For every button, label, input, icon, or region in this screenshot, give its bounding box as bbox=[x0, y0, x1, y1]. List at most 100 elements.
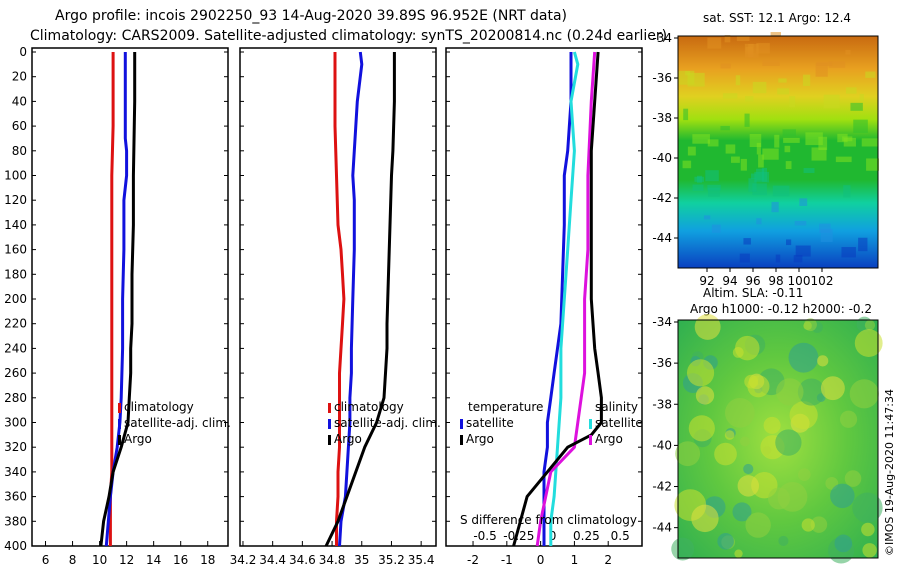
sla-texture-blob bbox=[732, 347, 744, 358]
sla-texture-blob bbox=[725, 397, 755, 428]
temperature-panel-frame bbox=[31, 47, 229, 547]
sst-texture-patch bbox=[707, 184, 721, 191]
series-line-sal-satellite bbox=[549, 51, 580, 546]
sst-texture-patch bbox=[835, 156, 852, 163]
sst-texture-patch bbox=[703, 215, 711, 220]
sst-texture-patch bbox=[795, 245, 811, 257]
sst-map-frame bbox=[677, 35, 879, 269]
sst-texture-patch bbox=[708, 187, 720, 197]
legend-label-argo: Argo bbox=[334, 432, 362, 446]
sst-texture-patch bbox=[720, 125, 730, 131]
sal-diff-tick-label: -0.25 bbox=[503, 529, 534, 543]
sal-diff-tick-label: 0.25 bbox=[573, 529, 600, 543]
sst-texture-patch bbox=[842, 136, 853, 142]
x-tick-label: 35.4 bbox=[408, 553, 435, 567]
sst-texture-patch bbox=[782, 129, 796, 137]
x-tick-label: 2 bbox=[604, 553, 612, 567]
sla-map-frame bbox=[677, 319, 879, 559]
sst-texture-patch bbox=[778, 78, 787, 83]
sla-texture-blob bbox=[797, 468, 811, 481]
sla-texture-blob bbox=[839, 410, 858, 428]
sla-texture-blob bbox=[810, 516, 828, 533]
depth-tick-label: 340 bbox=[4, 465, 27, 479]
sla-texture-blob bbox=[788, 342, 819, 373]
sst-texture-patch bbox=[843, 185, 851, 198]
imos-footer: ©IMOS 19-Aug-2020 11:47:34 bbox=[883, 389, 896, 556]
sla-texture-blob bbox=[844, 470, 862, 487]
series-line-sal-argo bbox=[512, 51, 603, 547]
sla-texture-blob bbox=[745, 512, 771, 538]
sst-texture-patch bbox=[803, 168, 815, 173]
lat-tick-label: -42 bbox=[652, 191, 672, 205]
sst-texture-patch bbox=[793, 255, 803, 263]
x-tick-label: 34.2 bbox=[230, 553, 257, 567]
sal-diff-tick-label: 0 bbox=[549, 529, 557, 543]
sla-texture-blob bbox=[864, 320, 876, 331]
sst-texture-patch bbox=[762, 60, 780, 66]
lon-tick-label: 94 bbox=[722, 274, 737, 288]
depth-tick-label: 220 bbox=[4, 317, 27, 331]
sst-texture-patch bbox=[761, 167, 768, 182]
sla-texture-blob bbox=[724, 430, 735, 440]
series-line-argo bbox=[324, 52, 396, 547]
sst-texture-patch bbox=[692, 134, 710, 144]
sst-texture-patch bbox=[828, 61, 846, 68]
legend-swatch-sal-sat bbox=[589, 419, 592, 429]
temperature-legend: climatology satellite-adj. clim. Argo bbox=[118, 400, 231, 446]
sst-texture-patch bbox=[722, 93, 738, 99]
sla-texture-blob bbox=[691, 504, 719, 533]
sst-texture-patch bbox=[805, 132, 823, 146]
sst-texture-patch bbox=[687, 146, 696, 156]
sst-texture-patch bbox=[682, 160, 692, 169]
sla-texture-blob bbox=[820, 376, 845, 401]
sst-texture-patch bbox=[707, 139, 719, 147]
sst-texture-patch bbox=[692, 184, 704, 191]
sst-texture-patch bbox=[799, 198, 808, 206]
sla-texture-blob bbox=[817, 355, 829, 367]
sst-texture-patch bbox=[724, 35, 731, 43]
lat-tick-label: -36 bbox=[652, 356, 672, 370]
sst-map-axes: -34 -36 -38 -40 -42 -44 92 94 96 98 100 102 bbox=[652, 31, 833, 288]
sla-texture-blob bbox=[734, 549, 743, 558]
x-tick-label: 34.8 bbox=[319, 553, 346, 567]
sst-texture-patch bbox=[731, 156, 740, 163]
sla-texture-blob bbox=[740, 436, 750, 447]
sst-texture-patch bbox=[820, 228, 833, 242]
sst-texture-patch bbox=[745, 96, 754, 102]
sst-texture-patch bbox=[751, 173, 757, 179]
lat-tick-label: -36 bbox=[652, 71, 672, 85]
depth-axis: 0 20 40 60 80 100 120 140 160 180 200 220 240 260 280 3… bbox=[4, 45, 27, 553]
temperature-plot: 6 8 10 12 14 16 18 bbox=[32, 51, 228, 567]
sst-texture-patch bbox=[743, 238, 751, 245]
sst-texture-patch bbox=[705, 170, 719, 182]
x-tick-label: 35.2 bbox=[378, 553, 405, 567]
sst-texture-patch bbox=[858, 237, 868, 252]
lat-tick-label: -38 bbox=[652, 111, 672, 125]
lat-tick-label: -38 bbox=[652, 397, 672, 411]
sal-diff-tick-label: 0.5 bbox=[611, 529, 630, 543]
lat-tick-label: -34 bbox=[652, 31, 672, 45]
sst-texture-patch bbox=[720, 63, 731, 69]
legend-label-satellite: satellite-adj. clim. bbox=[334, 416, 441, 430]
legend-sal-satellite: satellite bbox=[595, 416, 643, 430]
legend-temp-argo: Argo bbox=[466, 432, 494, 446]
sla-texture-blob bbox=[852, 492, 883, 523]
sst-texture-patch bbox=[794, 220, 807, 226]
sst-texture-patch bbox=[772, 185, 790, 197]
depth-tick-label: 20 bbox=[12, 70, 27, 84]
sla-texture-blob bbox=[675, 441, 701, 467]
sla-texture-blob bbox=[732, 502, 752, 522]
sla-texture-blob bbox=[737, 475, 760, 497]
depth-tick-label: 280 bbox=[4, 391, 27, 405]
sst-texture-patch bbox=[725, 144, 736, 154]
sla-texture-blob bbox=[763, 416, 781, 434]
sla-texture-blob bbox=[776, 378, 804, 406]
series-line-temp-argo bbox=[535, 51, 597, 547]
sla-texture-blob bbox=[861, 522, 875, 537]
lat-tick-label: -42 bbox=[652, 480, 672, 494]
x-tick-label: 1 bbox=[571, 553, 579, 567]
sst-texture-patch bbox=[735, 75, 741, 86]
x-tick-label: 10 bbox=[92, 553, 107, 567]
lat-tick-label: -44 bbox=[652, 231, 672, 245]
